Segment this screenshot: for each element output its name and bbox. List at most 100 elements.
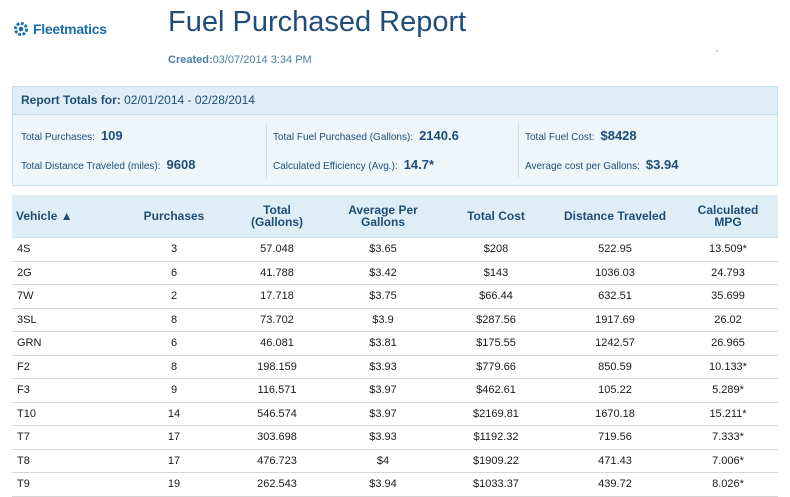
- table-row: F2 8 198.159 $3.93 $779.66 850.59 10.133*: [12, 355, 778, 379]
- cell-calculated-mpg: 15.211*: [678, 402, 778, 426]
- avg-cost-value: $3.94: [645, 157, 679, 172]
- efficiency-value: 14.7*: [403, 157, 435, 172]
- column-header-purchases: Purchases: [120, 195, 228, 238]
- total-purchases: Total Purchases: 109: [21, 128, 123, 143]
- column-header-average-per-gallon: Average Per Gallons: [326, 195, 440, 238]
- cell-purchases: 14: [120, 402, 228, 426]
- date-range-separator: -: [184, 93, 195, 107]
- cell-average-per-gallon: $4: [326, 449, 440, 473]
- cell-total-gallons: 546.574: [228, 402, 326, 426]
- cell-calculated-mpg: 7.006*: [678, 449, 778, 473]
- fleetmatics-logo: Fleetmatics: [12, 20, 107, 38]
- cell-distance-traveled: 1917.69: [552, 308, 678, 332]
- cell-total-cost: $175.55: [440, 331, 552, 356]
- cell-purchases: 17: [120, 425, 228, 450]
- table-row: T10 14 546.574 $3.97 $2169.81 1670.18 15.211*: [12, 402, 778, 426]
- table-row: F3 9 116.571 $3.97 $462.61 105.22 5.289*: [12, 378, 778, 403]
- cell-vehicle: T8: [12, 449, 120, 473]
- cell-vehicle: GRN: [12, 331, 120, 356]
- table-body: 4S 3 57.048 $3.65 $208 522.95 13.509* 2G 6 41.788…: [12, 237, 778, 497]
- cell-vehicle: 2G: [12, 261, 120, 285]
- column-header-text: Total Cost: [467, 209, 525, 223]
- cell-total-cost: $1192.32: [440, 425, 552, 450]
- cell-calculated-mpg: 13.509*: [678, 237, 778, 262]
- cell-distance-traveled: 719.56: [552, 425, 678, 450]
- gear-logo-icon: [13, 21, 29, 37]
- column-header-calculated-mpg: Calculated MPG: [678, 195, 778, 238]
- cell-total-gallons: 46.081: [228, 331, 326, 356]
- cell-average-per-gallon: $3.42: [326, 261, 440, 285]
- cell-total-gallons: 303.698: [228, 425, 326, 450]
- cell-calculated-mpg: 35.699: [678, 284, 778, 309]
- column-header-text: (Gallons): [250, 215, 303, 229]
- cell-average-per-gallon: $3.97: [326, 402, 440, 426]
- totals-divider: [518, 123, 519, 178]
- cell-total-gallons: 73.702: [228, 308, 326, 332]
- total-distance: Total Distance Traveled (miles): 9608: [21, 157, 195, 172]
- cell-vehicle: F2: [12, 355, 120, 379]
- column-header-text: Vehicle ▲: [16, 209, 73, 223]
- total-fuel-cost: Total Fuel Cost: $8428: [525, 128, 637, 143]
- cell-distance-traveled: 632.51: [552, 284, 678, 309]
- column-header-text: MPG: [714, 215, 742, 229]
- totals-divider: [266, 123, 267, 178]
- table-row: GRN 6 46.081 $3.81 $175.55 1242.57 26.965: [12, 331, 778, 356]
- column-header-text: Total: [263, 203, 291, 217]
- date-range-start: 02/01/2014: [124, 93, 185, 107]
- cell-total-gallons: 476.723: [228, 449, 326, 473]
- total-purchases-value: 109: [100, 128, 123, 143]
- fuel-purchases-table: Vehicle ▲ Purchases Total (Gallons) Average …: [12, 195, 778, 497]
- column-header-distance-traveled: Distance Traveled: [552, 195, 678, 238]
- cell-total-gallons: 116.571: [228, 378, 326, 403]
- cell-total-cost: $2169.81: [440, 402, 552, 426]
- cell-average-per-gallon: $3.94: [326, 472, 440, 497]
- cell-vehicle: T9: [12, 472, 120, 497]
- cell-distance-traveled: 105.22: [552, 378, 678, 403]
- cell-average-per-gallon: $3.75: [326, 284, 440, 309]
- cell-purchases: 8: [120, 355, 228, 379]
- cell-total-cost: $779.66: [440, 355, 552, 379]
- column-header-total-gallons: Total (Gallons): [228, 195, 326, 238]
- column-header-text: Gallons: [360, 215, 405, 229]
- cell-total-cost: $1909.22: [440, 449, 552, 473]
- created-timestamp: Created:03/07/2014 3:34 PM: [168, 54, 312, 66]
- cell-purchases: 9: [120, 378, 228, 403]
- cell-distance-traveled: 471.43: [552, 449, 678, 473]
- cell-total-gallons: 41.788: [228, 261, 326, 285]
- report-totals-header: Report Totals for: 02/01/2014 - 02/28/20…: [12, 86, 778, 115]
- report-totals-label: Report Totals for:: [21, 93, 121, 107]
- cell-calculated-mpg: 26.965: [678, 331, 778, 356]
- fuel-cost-label: Total Fuel Cost:: [525, 132, 595, 143]
- created-value: 03/07/2014 3:34 PM: [212, 54, 312, 66]
- cell-average-per-gallon: $3.93: [326, 425, 440, 450]
- cell-distance-traveled: 1036.03: [552, 261, 678, 285]
- cell-purchases: 6: [120, 261, 228, 285]
- cell-total-cost: $1033.37: [440, 472, 552, 497]
- total-fuel-value: 2140.6: [419, 128, 459, 143]
- cell-average-per-gallon: $3.65: [326, 237, 440, 262]
- cell-vehicle: T10: [12, 402, 120, 426]
- table-row: T8 17 476.723 $4 $1909.22 471.43 7.006*: [12, 449, 778, 473]
- column-header-text: Purchases: [143, 209, 205, 223]
- cell-calculated-mpg: 10.133*: [678, 355, 778, 379]
- calculated-efficiency: Calculated Efficiency (Avg.): 14.7*: [273, 157, 434, 172]
- cell-vehicle: T7: [12, 425, 120, 450]
- cell-total-cost: $143: [440, 261, 552, 285]
- cell-total-cost: $208: [440, 237, 552, 262]
- table-header-row: Vehicle ▲ Purchases Total (Gallons) Average …: [12, 195, 778, 238]
- column-header-text: Average Per: [348, 203, 418, 217]
- cell-purchases: 8: [120, 308, 228, 332]
- total-distance-label: Total Distance Traveled (miles):: [21, 161, 161, 172]
- cell-distance-traveled: 439.72: [552, 472, 678, 497]
- cell-distance-traveled: 522.95: [552, 237, 678, 262]
- column-header-vehicle[interactable]: Vehicle ▲: [12, 195, 120, 238]
- cell-vehicle: 7W: [12, 284, 120, 309]
- table-row: 3SL 8 73.702 $3.9 $287.56 1917.69 26.02: [12, 308, 778, 332]
- cell-calculated-mpg: 5.289*: [678, 378, 778, 403]
- decorative-dot: [716, 50, 718, 52]
- cell-calculated-mpg: 24.793: [678, 261, 778, 285]
- column-header-total-cost: Total Cost: [440, 195, 552, 238]
- total-distance-value: 9608: [166, 157, 196, 172]
- logo-text: Fleetmatics: [33, 21, 107, 37]
- total-purchases-label: Total Purchases:: [21, 132, 95, 143]
